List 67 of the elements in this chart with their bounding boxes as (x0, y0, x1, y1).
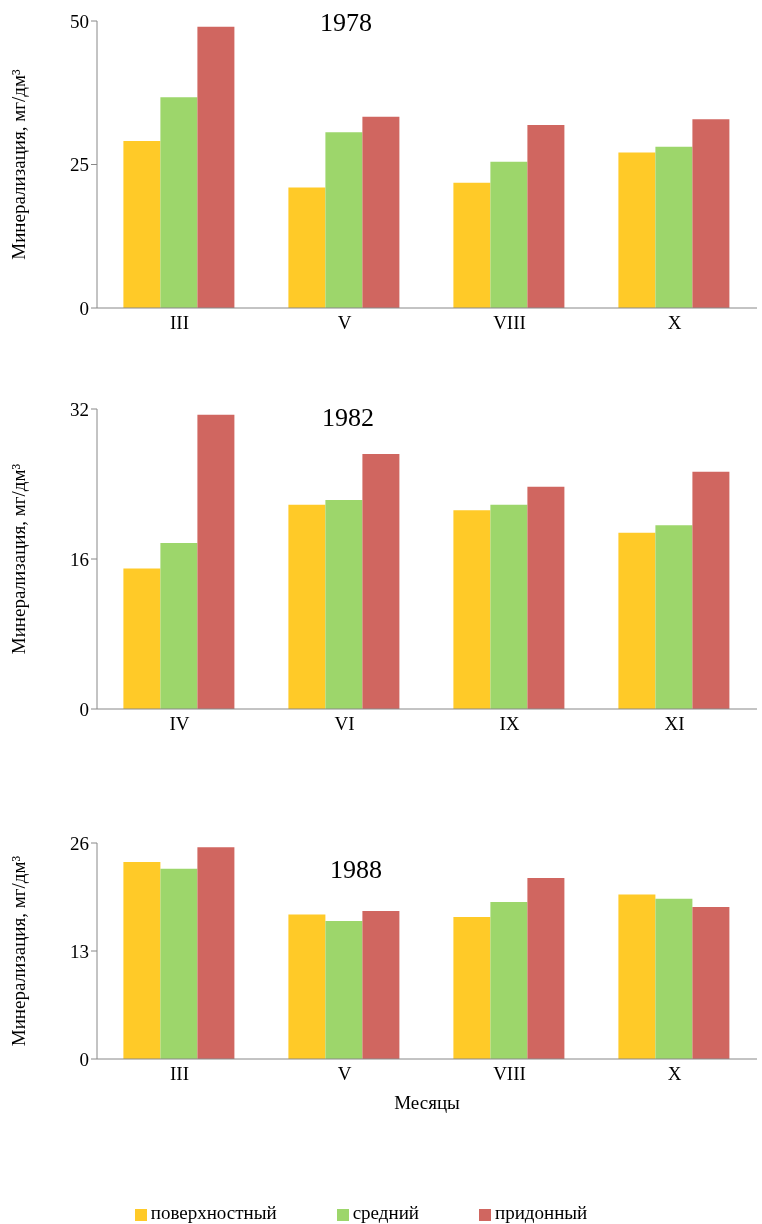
x-tick-label: XI (664, 713, 685, 735)
x-tick-label: III (170, 1063, 189, 1085)
bar (655, 146, 693, 308)
y-axis-title: Минерализация, мг/дм³ (7, 463, 29, 655)
chart-title: 1978 (320, 8, 372, 38)
bar (527, 124, 565, 308)
x-tick-label: V (337, 1063, 352, 1085)
bar (160, 97, 198, 308)
bar (288, 914, 326, 1059)
bar (325, 132, 363, 308)
y-tick-label: 26 (70, 832, 89, 854)
bar (197, 847, 235, 1059)
bar (197, 414, 235, 709)
bar (618, 152, 656, 308)
bar (362, 454, 400, 709)
bar (453, 916, 491, 1059)
x-tick-label: VIII (493, 1063, 526, 1085)
legend-label: придонный (494, 1202, 588, 1223)
bar (325, 499, 363, 709)
x-axis-title: Месяцы (394, 1092, 461, 1113)
bar (692, 906, 730, 1059)
bar (490, 504, 528, 709)
bar (692, 471, 730, 709)
bar (655, 525, 693, 709)
bar (490, 901, 528, 1059)
bar (160, 543, 198, 709)
y-tick-label: 16 (70, 548, 89, 570)
bar (453, 182, 491, 308)
bar (123, 862, 161, 1059)
bar (123, 568, 161, 709)
x-tick-label: IV (169, 713, 190, 735)
legend-label: средний (352, 1202, 419, 1223)
y-tick-label: 25 (70, 154, 89, 176)
x-tick-label: VIII (493, 312, 526, 334)
bar (692, 119, 730, 308)
bar (325, 921, 363, 1059)
bar (490, 161, 528, 308)
y-tick-label: 50 (70, 10, 89, 32)
bar (618, 894, 656, 1059)
bar (288, 504, 326, 709)
x-tick-label: VI (334, 713, 355, 735)
bar (362, 911, 400, 1059)
legend-label: поверхностный (150, 1202, 277, 1223)
bar (655, 898, 693, 1059)
x-tick-label: V (337, 312, 352, 334)
text: 1988 (330, 855, 382, 885)
bar (527, 486, 565, 709)
chart-title: 1982 (322, 403, 374, 433)
bar (527, 877, 565, 1059)
y-axis-title: Минерализация, мг/дм³ (7, 69, 29, 260)
bar (160, 868, 198, 1059)
x-tick-label: IX (499, 713, 520, 735)
bar (123, 140, 161, 308)
bar (362, 116, 400, 308)
x-tick-label: X (667, 1063, 682, 1085)
y-tick-label: 32 (70, 398, 89, 420)
bar (288, 187, 326, 308)
x-tick-label: III (170, 312, 189, 334)
bar (618, 532, 656, 709)
bar (197, 26, 235, 308)
y-tick-label: 13 (70, 940, 89, 962)
x-tick-label: X (667, 312, 682, 334)
y-tick-label: 0 (79, 297, 89, 319)
y-axis-title: Минерализация, мг/дм³ (7, 855, 29, 1047)
y-tick-label: 0 (79, 698, 89, 720)
y-tick-label: 0 (79, 1048, 89, 1070)
bar (453, 510, 491, 709)
